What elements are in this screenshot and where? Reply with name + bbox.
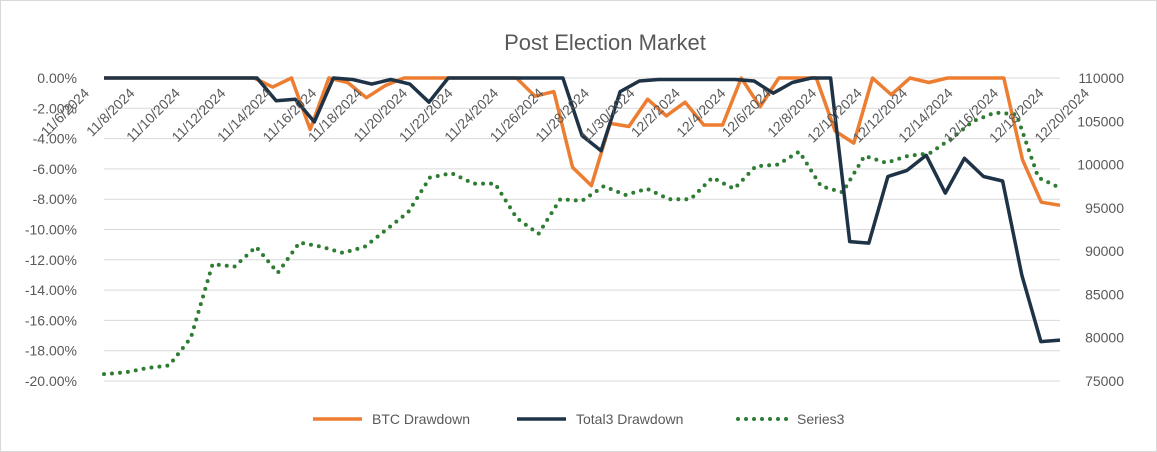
legend-label-1: Total3 Drawdown — [576, 411, 683, 427]
series-line-1 — [104, 76, 1061, 344]
left-tick-label: -2.00% — [33, 100, 77, 116]
left-tick-label: -16.00% — [25, 312, 77, 328]
legend-label-0: BTC Drawdown — [372, 411, 470, 427]
left-axis-ticks: 0.00% -2.00% -4.00% -6.00% -8.00% -10.00% -12.… — [25, 70, 77, 389]
right-tick-label: 85000 — [1085, 286, 1124, 302]
series-layer — [102, 76, 1062, 377]
left-tick-label: -6.00% — [33, 161, 77, 177]
left-tick-label: -8.00% — [33, 191, 77, 207]
left-tick-label: -14.00% — [25, 282, 77, 298]
right-tick-label: 100000 — [1077, 157, 1124, 173]
left-tick-label: -12.00% — [25, 252, 77, 268]
left-tick-label: 0.00% — [37, 70, 77, 86]
right-tick-label: 90000 — [1085, 243, 1124, 259]
right-tick-label: 105000 — [1077, 113, 1124, 129]
series-line-2 — [102, 110, 1062, 377]
legend: BTC Drawdown Total3 Drawdown Series3 — [313, 411, 845, 427]
left-tick-label: -10.00% — [25, 222, 77, 238]
left-tick-label: -18.00% — [25, 343, 77, 359]
left-tick-label: -20.00% — [25, 373, 77, 389]
right-axis-ticks: 110000 105000 100000 95000 90000 85000 80000 75… — [1077, 70, 1124, 389]
series-line-0 — [104, 76, 1061, 208]
right-tick-label: 110000 — [1078, 70, 1124, 86]
chart-title: Post Election Market — [504, 30, 706, 55]
legend-label-2: Series3 — [797, 411, 845, 427]
right-tick-label: 75000 — [1085, 373, 1124, 389]
left-tick-label: -4.00% — [33, 131, 77, 147]
right-tick-label: 95000 — [1085, 200, 1124, 216]
right-tick-label: 80000 — [1085, 330, 1124, 346]
